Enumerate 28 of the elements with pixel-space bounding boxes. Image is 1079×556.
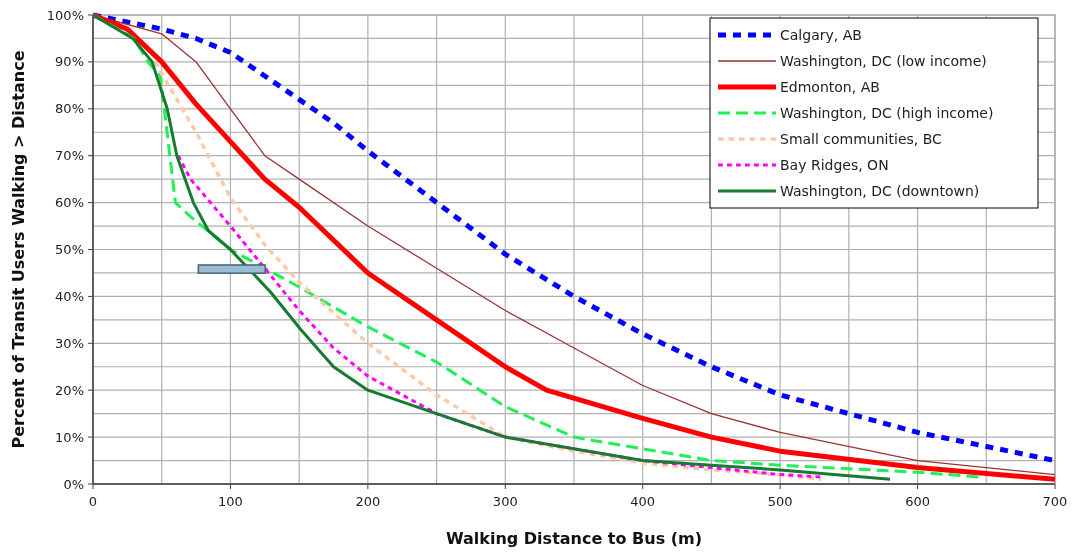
- legend-label: Calgary, AB: [780, 26, 862, 43]
- y-tick-label: 30%: [55, 335, 84, 351]
- x-tick-label: 600: [905, 494, 930, 509]
- x-tick-label: 100: [218, 494, 243, 509]
- y-tick-label: 90%: [55, 54, 84, 70]
- legend-label: Small communities, BC: [780, 130, 943, 147]
- legend-label: Washington, DC (high income): [780, 104, 994, 121]
- x-tick-label: 400: [630, 494, 656, 509]
- y-tick-label: 10%: [55, 429, 84, 445]
- y-tick-label: 80%: [55, 101, 84, 117]
- x-tick-label: 300: [492, 494, 518, 509]
- y-tick-label: 70%: [55, 148, 84, 164]
- x-tick-label: 200: [355, 494, 381, 509]
- x-tick-label: 700: [1042, 494, 1068, 509]
- x-tick-label: 0: [88, 494, 98, 509]
- y-tick-label: 60%: [55, 195, 84, 211]
- y-tick-label: 20%: [55, 382, 84, 398]
- legend-label: Bay Ridges, ON: [780, 156, 889, 173]
- y-tick-label: 0%: [63, 476, 84, 492]
- y-tick-label: 50%: [55, 242, 84, 258]
- x-axis-title: Walking Distance to Bus (m): [445, 529, 703, 548]
- y-axis-title: Percent of Transit Users Walking > Distance: [9, 50, 28, 449]
- y-tick-label: 100%: [46, 7, 84, 23]
- legend-label: Washington, DC (low income): [780, 52, 987, 69]
- legend-label: Washington, DC (downtown): [780, 182, 980, 199]
- legend-label: Edmonton, AB: [780, 78, 880, 95]
- x-tick-label: 500: [767, 494, 793, 509]
- y-tick-label: 40%: [55, 288, 84, 304]
